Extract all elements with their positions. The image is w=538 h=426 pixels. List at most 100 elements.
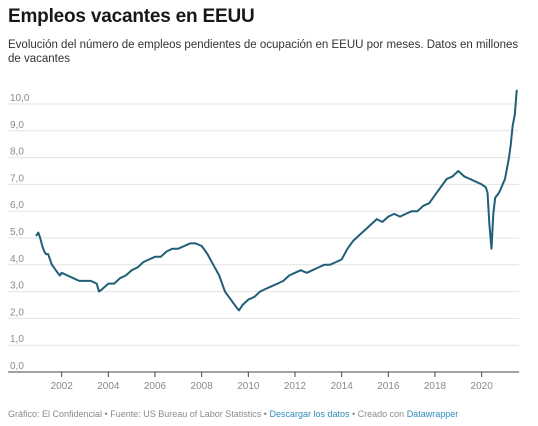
data-point [129, 268, 134, 273]
y-tick-label: 2,0 [10, 307, 24, 318]
data-point [328, 262, 333, 267]
data-point [182, 244, 187, 249]
data-point [38, 236, 43, 241]
data-point [357, 233, 362, 238]
data-point [444, 177, 449, 182]
data-point [40, 244, 45, 249]
x-tick-label: 2010 [237, 381, 260, 392]
y-tick-label: 7,0 [10, 173, 24, 184]
data-point [59, 270, 64, 275]
data-point [427, 201, 432, 206]
data-point [473, 179, 478, 184]
data-point [506, 155, 511, 160]
data-point [176, 246, 181, 251]
x-tick-label: 2012 [284, 381, 307, 392]
data-point [421, 203, 426, 208]
data-point [316, 265, 321, 270]
chart-subtitle: Evolución del número de empleos pendient… [8, 39, 519, 65]
data-point [433, 193, 438, 198]
x-tick-label: 2006 [144, 381, 167, 392]
data-point [65, 273, 70, 278]
data-point [345, 246, 350, 251]
data-point [503, 177, 508, 182]
data-point [258, 289, 263, 294]
x-tick-label: 2016 [377, 381, 400, 392]
data-point [123, 273, 128, 278]
x-tick-label: 2020 [471, 381, 494, 392]
x-tick-label: 2014 [331, 381, 354, 392]
data-point [298, 268, 303, 273]
data-point [487, 222, 492, 227]
data-point [71, 276, 76, 281]
y-tick-label: 1,0 [10, 334, 24, 345]
y-tick-label: 4,0 [10, 254, 24, 265]
data-point [450, 174, 455, 179]
data-point [403, 211, 408, 216]
data-point [510, 123, 515, 128]
x-axis: 2002 2004 2006 2008 2010 2012 2014 2016 2018 2020 [51, 372, 494, 392]
data-point [438, 185, 443, 190]
data-point [94, 281, 99, 286]
data-point [491, 211, 496, 216]
footer-credit: Gráfico: El Confidencial [8, 409, 103, 419]
data-point [415, 209, 420, 214]
data-point [237, 308, 242, 313]
line-chart: 0,01,02,03,04,05,06,07,08,09,010,0 2002 2… [8, 88, 519, 392]
x-tick-label: 2008 [191, 381, 214, 392]
data-point [153, 254, 158, 259]
data-point [36, 230, 41, 235]
data-point [310, 268, 315, 273]
footer-separator: • [349, 409, 358, 419]
data-point [158, 254, 163, 259]
data-point [246, 297, 251, 302]
chart-footer: Gráfico: El Confidencial • Fuente: US Bu… [8, 409, 458, 419]
data-point [118, 276, 123, 281]
datawrapper-link[interactable]: Datawrapper [406, 409, 459, 419]
data-point [374, 217, 379, 222]
data-point [351, 238, 356, 243]
data-point [135, 265, 140, 270]
x-tick-label: 2018 [424, 381, 447, 392]
data-point [170, 246, 175, 251]
data-point [514, 88, 519, 93]
data-point [493, 195, 498, 200]
data-point [275, 281, 280, 286]
data-point [489, 246, 494, 251]
x-tick-label: 2002 [51, 381, 74, 392]
data-point [188, 241, 193, 246]
data-point [106, 281, 111, 286]
data-point [304, 270, 309, 275]
data-point [228, 297, 233, 302]
data-point [456, 169, 461, 174]
data-point [193, 241, 198, 246]
y-tick-label: 8,0 [10, 147, 24, 158]
download-data-link[interactable]: Descargar los datos [269, 409, 350, 419]
grid-lines [8, 103, 519, 373]
data-point [386, 214, 391, 219]
data-point [392, 211, 397, 216]
y-tick-label: 9,0 [10, 120, 24, 131]
data-point [368, 222, 373, 227]
data-point [141, 260, 146, 265]
data-point [398, 214, 403, 219]
chart-title: Empleos vacantes en EEUU [8, 6, 255, 27]
data-point [252, 294, 257, 299]
footer-separator: • [261, 409, 270, 419]
series-line [35, 89, 518, 312]
data-point [269, 284, 274, 289]
y-tick-label: 3,0 [10, 281, 24, 292]
footer-source: Fuente: US Bureau of Labor Statistics [110, 409, 262, 419]
data-point [322, 262, 327, 267]
data-point [363, 227, 368, 232]
data-point [508, 142, 513, 147]
data-point [512, 112, 517, 117]
data-point [112, 281, 117, 286]
data-point [199, 244, 204, 249]
data-point [468, 177, 473, 182]
data-point [211, 262, 216, 267]
y-tick-label: 0,0 [10, 361, 24, 372]
y-tick-label: 6,0 [10, 200, 24, 211]
data-point [333, 260, 338, 265]
footer-created-with: Creado con [357, 409, 407, 419]
data-point [46, 252, 51, 257]
